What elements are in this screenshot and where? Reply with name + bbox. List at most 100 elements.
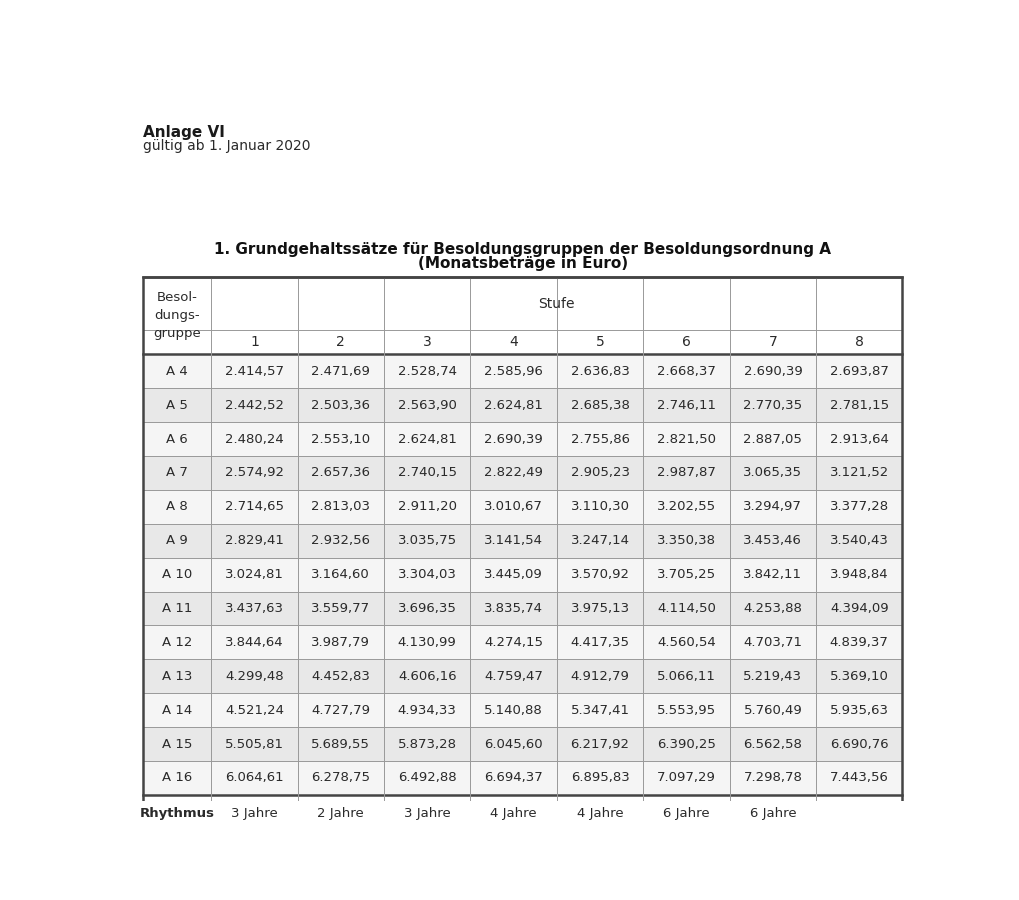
Text: A 7: A 7 [166, 466, 187, 480]
Bar [143, 727, 902, 761]
Text: 2.932,56: 2.932,56 [311, 535, 370, 547]
Text: A 14: A 14 [162, 704, 192, 716]
Text: Anlage VI: Anlage VI [143, 125, 224, 140]
Text: 5.760,49: 5.760,49 [743, 704, 802, 716]
Text: 3.948,84: 3.948,84 [829, 568, 888, 581]
Text: 5.505,81: 5.505,81 [224, 737, 283, 751]
Text: 3.065,35: 3.065,35 [743, 466, 802, 480]
Text: 6.895,83: 6.895,83 [570, 771, 629, 785]
Text: 2.553,10: 2.553,10 [311, 433, 370, 446]
Text: 2.442,52: 2.442,52 [224, 399, 283, 411]
Text: 3.350,38: 3.350,38 [656, 535, 715, 547]
Text: 3.035,75: 3.035,75 [397, 535, 457, 547]
Text: 2.503,36: 2.503,36 [311, 399, 370, 411]
Text: 6.045,60: 6.045,60 [484, 737, 542, 751]
Text: 2.657,36: 2.657,36 [311, 466, 370, 480]
Text: 2.813,03: 2.813,03 [311, 500, 370, 513]
Text: 2.636,83: 2.636,83 [570, 364, 629, 378]
Text: 3.202,55: 3.202,55 [656, 500, 715, 513]
Text: 3 Jahre: 3 Jahre [404, 806, 450, 820]
Bar [143, 558, 902, 591]
Text: 2.624,81: 2.624,81 [397, 433, 457, 446]
Text: 7: 7 [767, 335, 776, 349]
Text: 4.521,24: 4.521,24 [224, 704, 283, 716]
Text: 3.835,74: 3.835,74 [484, 602, 542, 615]
Text: 3.844,64: 3.844,64 [225, 636, 283, 649]
Bar [143, 591, 902, 626]
Text: A 13: A 13 [162, 670, 193, 683]
Text: 5.689,55: 5.689,55 [311, 737, 370, 751]
Text: 1. Grundgehaltssätze für Besoldungsgruppen der Besoldungsordnung A: 1. Grundgehaltssätze für Besoldungsgrupp… [214, 242, 830, 257]
Text: 4.703,71: 4.703,71 [743, 636, 802, 649]
Bar [143, 626, 902, 660]
Text: 3.696,35: 3.696,35 [397, 602, 457, 615]
Text: 6 Jahre: 6 Jahre [749, 806, 796, 820]
Text: 3.453,46: 3.453,46 [743, 535, 802, 547]
Text: 2 Jahre: 2 Jahre [317, 806, 364, 820]
Text: 4.394,09: 4.394,09 [829, 602, 888, 615]
Bar [143, 795, 902, 832]
Text: 2.668,37: 2.668,37 [656, 364, 715, 378]
Text: 1: 1 [250, 335, 259, 349]
Text: 2.585,96: 2.585,96 [484, 364, 542, 378]
Text: 6.390,25: 6.390,25 [656, 737, 715, 751]
Text: 3.705,25: 3.705,25 [656, 568, 715, 581]
Text: 2.987,87: 2.987,87 [656, 466, 715, 480]
Text: 3.987,79: 3.987,79 [311, 636, 370, 649]
Text: 6.217,92: 6.217,92 [570, 737, 629, 751]
Text: 5.553,95: 5.553,95 [656, 704, 715, 716]
Text: 2.905,23: 2.905,23 [570, 466, 629, 480]
Text: 2.624,81: 2.624,81 [484, 399, 542, 411]
Text: 6.694,37: 6.694,37 [484, 771, 542, 785]
Text: 3.110,30: 3.110,30 [570, 500, 629, 513]
Text: 4.934,33: 4.934,33 [397, 704, 457, 716]
Text: 6: 6 [682, 335, 690, 349]
Text: 2.740,15: 2.740,15 [397, 466, 457, 480]
Text: 5.347,41: 5.347,41 [570, 704, 629, 716]
Text: 5.873,28: 5.873,28 [397, 737, 457, 751]
Text: 2.714,65: 2.714,65 [224, 500, 283, 513]
Text: A 12: A 12 [162, 636, 193, 649]
Text: 6.278,75: 6.278,75 [311, 771, 370, 785]
Text: 3.010,67: 3.010,67 [484, 500, 542, 513]
Text: 4 Jahre: 4 Jahre [576, 806, 623, 820]
Text: 4.606,16: 4.606,16 [397, 670, 457, 683]
Text: A 4: A 4 [166, 364, 187, 378]
Text: 3.247,14: 3.247,14 [570, 535, 629, 547]
Text: 2.770,35: 2.770,35 [743, 399, 802, 411]
Text: 3: 3 [423, 335, 431, 349]
Text: 2.528,74: 2.528,74 [397, 364, 457, 378]
Bar [143, 422, 902, 456]
Text: 3.437,63: 3.437,63 [224, 602, 283, 615]
Text: 2.690,39: 2.690,39 [484, 433, 542, 446]
Text: A 16: A 16 [162, 771, 192, 785]
Text: 4.912,79: 4.912,79 [570, 670, 629, 683]
Text: 4.759,47: 4.759,47 [484, 670, 542, 683]
Text: 3.164,60: 3.164,60 [311, 568, 370, 581]
Text: 6.064,61: 6.064,61 [225, 771, 283, 785]
Bar [143, 490, 902, 524]
Bar [143, 693, 902, 727]
Text: 4.839,37: 4.839,37 [829, 636, 888, 649]
Text: 5.935,63: 5.935,63 [829, 704, 888, 716]
Text: (Monatsbeträge in Euro): (Monatsbeträge in Euro) [417, 256, 628, 271]
Text: 3.975,13: 3.975,13 [570, 602, 629, 615]
Text: 6.690,76: 6.690,76 [829, 737, 888, 751]
Text: Besol-
dungs-
gruppe: Besol- dungs- gruppe [153, 292, 201, 340]
Text: 3.559,77: 3.559,77 [311, 602, 370, 615]
Text: 2.822,49: 2.822,49 [484, 466, 542, 480]
Bar [143, 524, 902, 558]
Text: 4.560,54: 4.560,54 [656, 636, 715, 649]
Text: 5: 5 [595, 335, 604, 349]
Text: 6.492,88: 6.492,88 [397, 771, 457, 785]
Text: 3.141,54: 3.141,54 [484, 535, 542, 547]
Text: 2.563,90: 2.563,90 [397, 399, 457, 411]
Text: 4.274,15: 4.274,15 [484, 636, 542, 649]
Text: A 11: A 11 [162, 602, 193, 615]
Text: A 8: A 8 [166, 500, 187, 513]
Text: 6.562,58: 6.562,58 [743, 737, 802, 751]
Text: 4.130,99: 4.130,99 [397, 636, 457, 649]
Text: gültig ab 1. Januar 2020: gültig ab 1. Januar 2020 [143, 139, 310, 153]
Text: 2.414,57: 2.414,57 [224, 364, 283, 378]
Bar [143, 456, 902, 490]
